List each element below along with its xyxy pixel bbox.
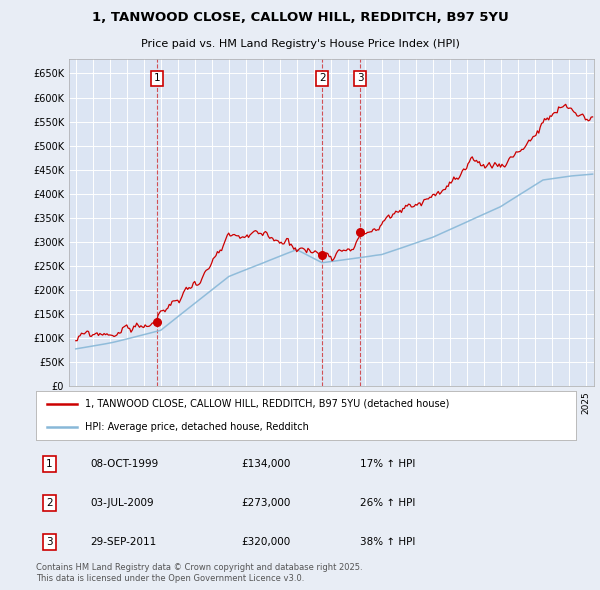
Text: 38% ↑ HPI: 38% ↑ HPI	[360, 537, 415, 547]
Text: £320,000: £320,000	[241, 537, 290, 547]
Text: 2: 2	[46, 498, 53, 508]
Text: HPI: Average price, detached house, Redditch: HPI: Average price, detached house, Redd…	[85, 422, 308, 432]
Text: 26% ↑ HPI: 26% ↑ HPI	[360, 498, 415, 508]
Text: 03-JUL-2009: 03-JUL-2009	[90, 498, 154, 508]
Text: 3: 3	[46, 537, 53, 547]
Text: 1: 1	[46, 459, 53, 469]
Text: 08-OCT-1999: 08-OCT-1999	[90, 459, 158, 469]
Text: Price paid vs. HM Land Registry's House Price Index (HPI): Price paid vs. HM Land Registry's House …	[140, 40, 460, 50]
Text: 1, TANWOOD CLOSE, CALLOW HILL, REDDITCH, B97 5YU (detached house): 1, TANWOOD CLOSE, CALLOW HILL, REDDITCH,…	[85, 399, 449, 409]
Text: 1: 1	[154, 73, 160, 83]
Text: £134,000: £134,000	[241, 459, 290, 469]
Text: Contains HM Land Registry data © Crown copyright and database right 2025.
This d: Contains HM Land Registry data © Crown c…	[36, 563, 362, 583]
Text: 2: 2	[319, 73, 325, 83]
Text: 3: 3	[357, 73, 364, 83]
Text: 17% ↑ HPI: 17% ↑ HPI	[360, 459, 415, 469]
Text: 1, TANWOOD CLOSE, CALLOW HILL, REDDITCH, B97 5YU: 1, TANWOOD CLOSE, CALLOW HILL, REDDITCH,…	[92, 11, 508, 24]
Text: £273,000: £273,000	[241, 498, 290, 508]
Text: 29-SEP-2011: 29-SEP-2011	[90, 537, 156, 547]
